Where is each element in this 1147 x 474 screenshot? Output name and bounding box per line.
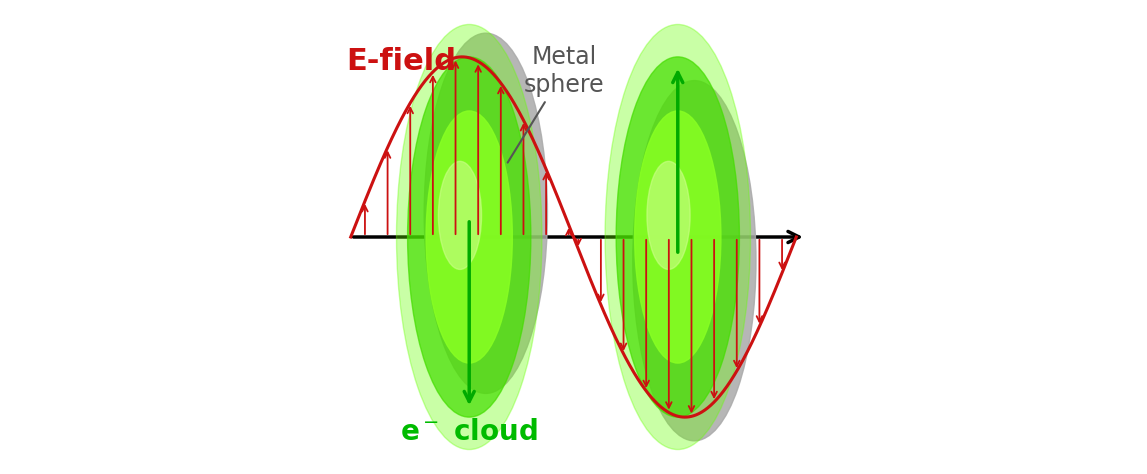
Text: e$^-$ cloud: e$^-$ cloud <box>400 418 538 446</box>
Ellipse shape <box>424 33 547 393</box>
Text: E-field: E-field <box>346 47 457 76</box>
Ellipse shape <box>438 161 482 269</box>
Ellipse shape <box>633 81 756 441</box>
Ellipse shape <box>397 25 541 449</box>
Ellipse shape <box>647 161 690 269</box>
Text: Metal
sphere: Metal sphere <box>508 45 604 163</box>
Ellipse shape <box>407 57 531 417</box>
Ellipse shape <box>616 57 740 417</box>
Ellipse shape <box>634 111 721 363</box>
Ellipse shape <box>426 111 513 363</box>
Ellipse shape <box>606 25 750 449</box>
